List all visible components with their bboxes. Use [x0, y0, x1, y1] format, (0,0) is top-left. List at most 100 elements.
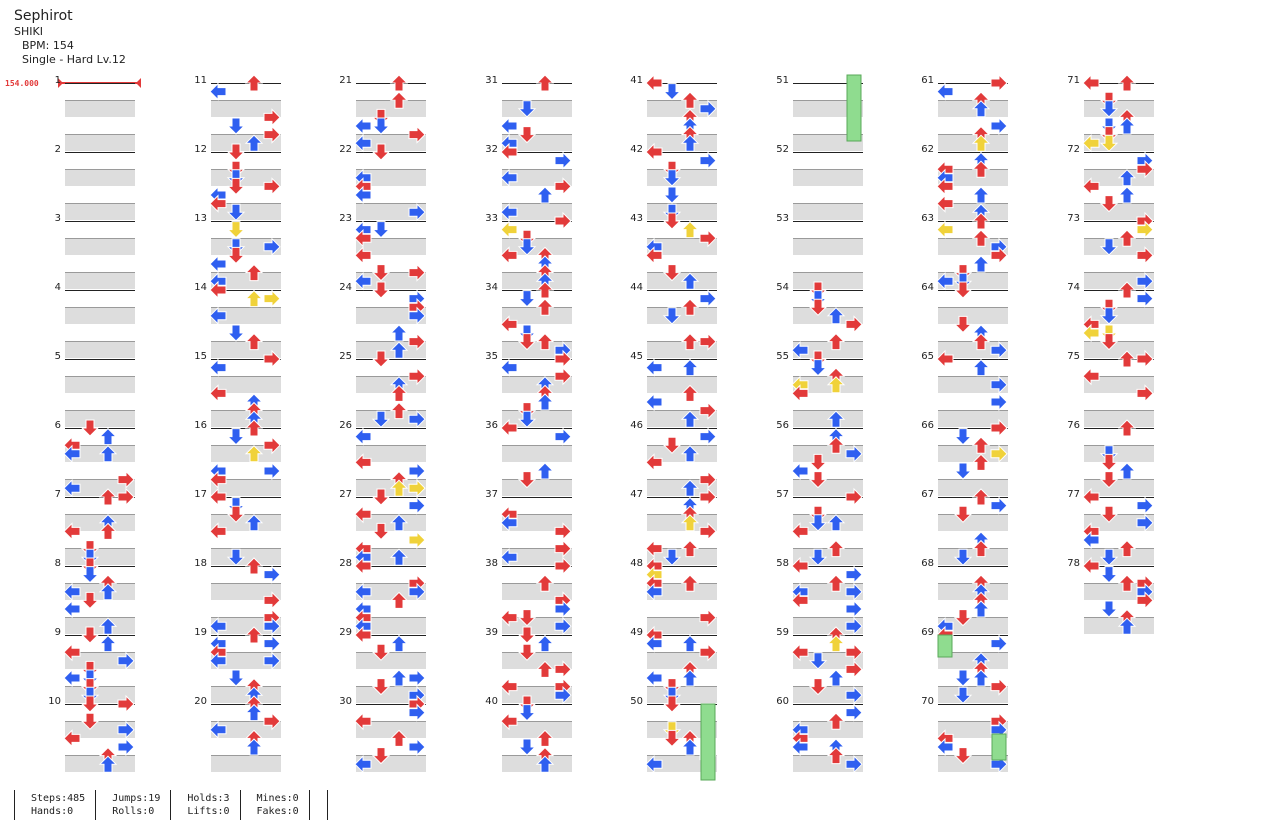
beat-band: [211, 376, 281, 393]
beat-band: [793, 514, 863, 531]
measure-bar-line: [647, 290, 717, 291]
beat-band: [65, 238, 135, 255]
measure-78: [1084, 566, 1154, 635]
measure-bar-line: [356, 704, 426, 705]
beat-band: [65, 721, 135, 738]
measure-10: [65, 704, 135, 773]
measure-bar-line: [647, 221, 717, 222]
measure-number: 7: [54, 489, 61, 500]
beat-band: [211, 548, 281, 565]
stat-steps: Steps:485: [31, 793, 86, 804]
beat-band: [938, 479, 1008, 496]
measure-47: [647, 497, 717, 566]
beat-band: [356, 238, 426, 255]
measure-bar-line: [356, 428, 426, 429]
measure-17: [211, 497, 281, 566]
measure-bar-line: [502, 497, 572, 498]
measure-13: [211, 221, 281, 290]
beat-band: [647, 100, 717, 117]
measure-bar-line: [647, 359, 717, 360]
measure-bar-line: [211, 704, 281, 705]
beat-band: [1084, 514, 1154, 531]
beat-band: [65, 134, 135, 151]
measure-bar-line: [647, 635, 717, 636]
measure-number: 20: [194, 696, 207, 707]
measure-number: 71: [1067, 75, 1080, 86]
beat-band: [502, 445, 572, 462]
measure-69: [938, 635, 1008, 704]
measure-bar-line: [793, 83, 863, 84]
measure-number: 25: [339, 351, 352, 362]
beat-band: [793, 307, 863, 324]
beat-band: [938, 307, 1008, 324]
beat-band: [938, 652, 1008, 669]
measure-bar-line: [793, 290, 863, 291]
measure-number: 60: [776, 696, 789, 707]
measure-bar-line: [647, 566, 717, 567]
measure-number: 63: [921, 213, 934, 224]
measure-bar-line: [65, 152, 135, 153]
measure-11: [211, 83, 281, 152]
measure-52: [793, 152, 863, 221]
beat-band: [793, 238, 863, 255]
beat-band: [356, 721, 426, 738]
beat-band: [793, 100, 863, 117]
beat-band: [793, 169, 863, 186]
measure-number: 28: [339, 558, 352, 569]
measure-55: [793, 359, 863, 428]
measure-number: 51: [776, 75, 789, 86]
beat-band: [356, 341, 426, 358]
beat-band: [211, 410, 281, 427]
beat-band: [647, 410, 717, 427]
measure-bar-line: [65, 497, 135, 498]
beat-band: [938, 410, 1008, 427]
beat-band: [502, 755, 572, 772]
measure-number: 78: [1067, 558, 1080, 569]
measure-bar-line: [938, 428, 1008, 429]
beat-band: [65, 376, 135, 393]
measure-bar-line: [65, 221, 135, 222]
beat-band: [793, 203, 863, 220]
beat-band: [502, 617, 572, 634]
measure-51: [793, 83, 863, 152]
beat-band: [647, 272, 717, 289]
beat-band: [793, 272, 863, 289]
beat-band: [938, 203, 1008, 220]
measure-number: 59: [776, 627, 789, 638]
beat-band: [938, 238, 1008, 255]
beat-band: [211, 134, 281, 151]
beat-band: [502, 272, 572, 289]
beat-band: [356, 169, 426, 186]
beat-band: [65, 203, 135, 220]
measure-number: 35: [485, 351, 498, 362]
stats-footer: Steps:485 Hands:0 Jumps:19 Rolls:0 Holds…: [14, 790, 328, 820]
measure-14: [211, 290, 281, 359]
measure-number: 14: [194, 282, 207, 293]
measure-bar-line: [793, 704, 863, 705]
measure-bar-line: [356, 359, 426, 360]
measure-4: [65, 290, 135, 359]
measure-45: [647, 359, 717, 428]
beat-band: [793, 617, 863, 634]
beat-band: [1084, 341, 1154, 358]
measure-40: [502, 704, 572, 773]
measure-71: [1084, 83, 1154, 152]
beat-band: [65, 755, 135, 772]
measure-31: [502, 83, 572, 152]
measure-number: 29: [339, 627, 352, 638]
beat-band: [502, 238, 572, 255]
beat-band: [65, 272, 135, 289]
beat-band: [65, 307, 135, 324]
measure-32: [502, 152, 572, 221]
beat-band: [502, 100, 572, 117]
measure-number: 44: [630, 282, 643, 293]
measure-bar-line: [938, 221, 1008, 222]
beat-band: [1084, 272, 1154, 289]
measure-bar-line: [65, 290, 135, 291]
beat-band: [356, 755, 426, 772]
measure-number: 68: [921, 558, 934, 569]
measure-33: [502, 221, 572, 290]
measure-bar-line: [938, 359, 1008, 360]
measure-68: [938, 566, 1008, 635]
measure-bar-line: [502, 290, 572, 291]
